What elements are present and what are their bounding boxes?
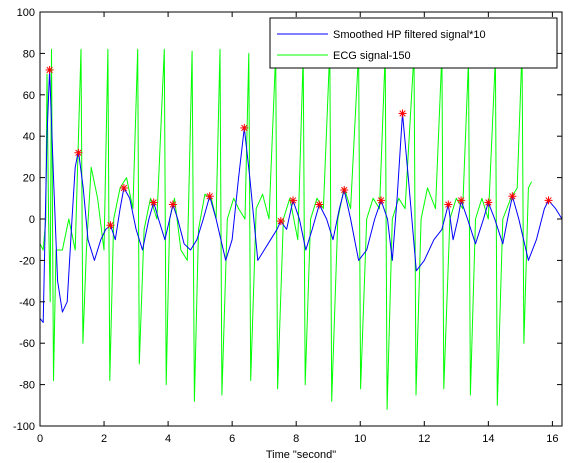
x-tick-label: 0 — [37, 433, 43, 445]
peak-marker — [444, 200, 453, 209]
y-tick-label: -40 — [19, 297, 35, 309]
series-line-ecg — [39, 48, 533, 410]
y-tick-label: -60 — [19, 338, 35, 350]
y-tick-label: 100 — [17, 7, 35, 19]
y-tick-label: -80 — [19, 380, 35, 392]
y-tick-label: 20 — [23, 173, 35, 185]
series-layer — [39, 48, 563, 410]
y-tick-label: 40 — [23, 131, 35, 143]
x-axis-title: Time "second" — [266, 449, 336, 461]
y-tick-label: 80 — [23, 48, 35, 60]
peak-marker — [457, 196, 466, 205]
y-tick-label: 0 — [29, 214, 35, 226]
peak-marker — [205, 192, 214, 201]
peak-marker — [398, 109, 407, 118]
legend: Smoothed HP filtered signal*10 ECG signa… — [269, 17, 558, 69]
y-tick-label: -100 — [13, 421, 35, 433]
x-tick-label: 4 — [165, 433, 171, 445]
x-tick-label: 10 — [354, 433, 366, 445]
peak-marker — [45, 65, 54, 74]
x-tick-label: 8 — [293, 433, 299, 445]
peak-marker — [240, 123, 249, 132]
peak-marker — [106, 221, 115, 230]
x-tick-label: 16 — [546, 433, 558, 445]
peak-marker — [340, 186, 349, 195]
peak-marker — [377, 196, 386, 205]
peak-marker-layer — [45, 65, 553, 230]
peak-marker — [288, 196, 297, 205]
x-tick-label: 14 — [482, 433, 494, 445]
peak-marker — [276, 217, 285, 226]
y-tick-label: -20 — [19, 255, 35, 267]
peak-marker — [168, 200, 177, 209]
series-line-smoothed-hp — [39, 69, 563, 323]
peak-marker — [149, 198, 158, 207]
peak-marker — [484, 198, 493, 207]
legend-label-ecg: ECG signal-150 — [333, 50, 411, 62]
x-tick-label: 2 — [101, 433, 107, 445]
x-tick-label: 6 — [229, 433, 235, 445]
ticks-layer: 0 2 4 6 8 10 12 14 16 -100 -80 -60 -40 -20 0 20 40 60 80 10… — [13, 7, 562, 445]
x-tick-label: 12 — [418, 433, 430, 445]
peak-marker — [508, 192, 517, 201]
legend-label-smoothed-hp: Smoothed HP filtered signal*10 — [333, 29, 486, 41]
peak-marker — [544, 196, 553, 205]
peak-marker — [315, 200, 324, 209]
peak-marker — [119, 183, 128, 192]
y-tick-label: 60 — [23, 90, 35, 102]
peak-marker — [74, 148, 83, 157]
legend-box — [269, 17, 558, 69]
